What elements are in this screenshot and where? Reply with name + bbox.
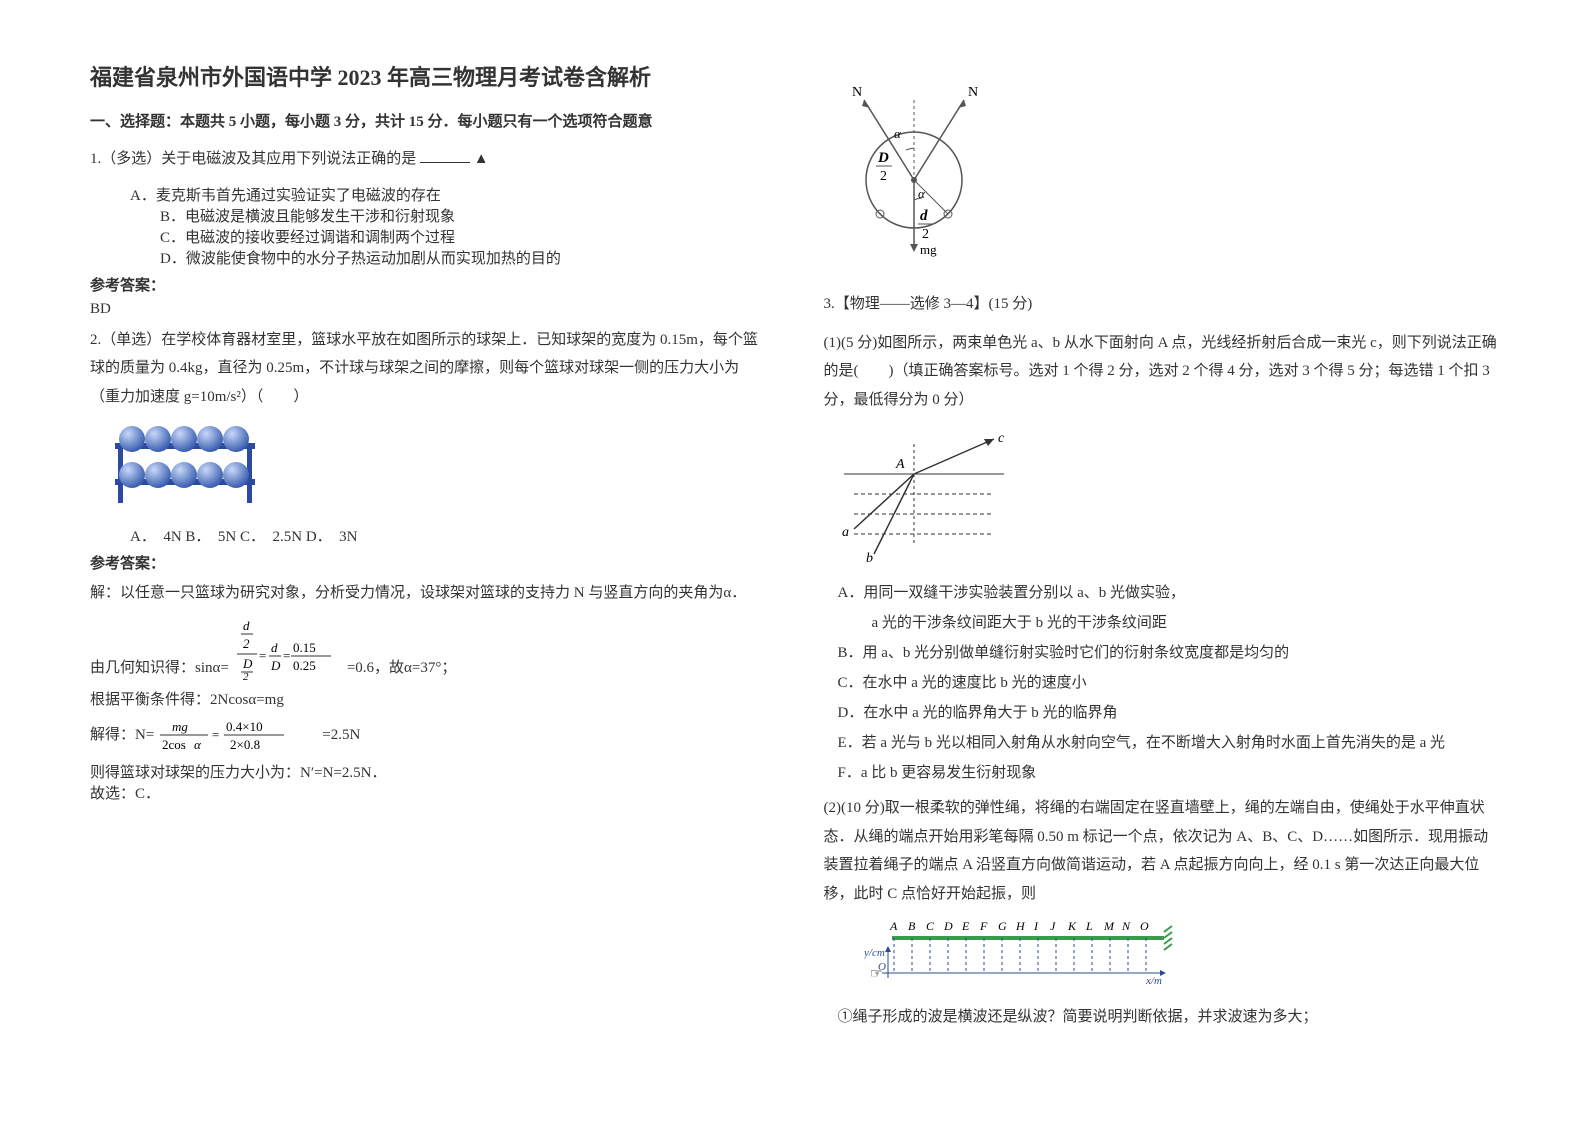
svg-text:O: O xyxy=(1140,919,1149,933)
question-1: 1.（多选）关于电磁波及其应用下列说法正确的是 ▲ xyxy=(90,145,764,174)
q2-options: A． 4N B． 5N C． 2.5N D． 3N xyxy=(90,525,764,546)
svg-text:F: F xyxy=(979,919,988,933)
svg-text:d: d xyxy=(243,618,250,633)
svg-text:2: 2 xyxy=(243,636,250,651)
svg-text:a: a xyxy=(842,525,849,540)
svg-text:b: b xyxy=(866,551,873,564)
svg-text:d: d xyxy=(271,640,278,655)
svg-text:α: α xyxy=(194,737,202,752)
blank-fill xyxy=(420,162,470,163)
svg-text:0.4×10: 0.4×10 xyxy=(226,719,263,734)
svg-text:☞: ☞ xyxy=(870,967,883,982)
q2-sol-6: 故选：C． xyxy=(90,782,764,803)
q3-opt-a2: a 光的干涉条纹间距大于 b 光的干涉条纹间距 xyxy=(838,608,1498,638)
q1-stem: 1.（多选）关于电磁波及其应用下列说法正确的是 xyxy=(90,151,416,167)
svg-text:=: = xyxy=(283,648,290,663)
question-3-head: 3.【物理——选修 3—4】(15 分) xyxy=(824,290,1498,319)
svg-text:N: N xyxy=(852,85,862,100)
answer-label-2: 参考答案： xyxy=(90,552,764,573)
svg-text:I: I xyxy=(1033,919,1039,933)
q1-opt-a: A．麦克斯韦首先通过实验证实了电磁波的存在 xyxy=(90,184,764,205)
svg-text:α: α xyxy=(894,126,902,141)
svg-text:A: A xyxy=(889,919,898,933)
svg-text:0.15: 0.15 xyxy=(293,640,316,655)
figure-force-diagram: N N α α D 2 d 2 mg xyxy=(824,70,1498,260)
q3-opt-f: F．a 比 b 更容易发生衍射现象 xyxy=(838,758,1498,788)
svg-text:G: G xyxy=(998,919,1007,933)
formula-sin: 由几何知识得：sinα= d 2 D 2 = d D = 0.15 0.25 =… xyxy=(90,618,764,680)
svg-text:=: = xyxy=(259,648,266,663)
figure-rope-wave: ABC DEF GHI JKL MNO xyxy=(864,918,1498,988)
q2-sol-1: 解：以任意一只篮球为研究对象，分析受力情况，设球架对篮球的支持力 N 与竖直方向… xyxy=(90,579,764,608)
q2-sol-3: 根据平衡条件得：2Ncosα=mg xyxy=(90,688,764,709)
q3-opt-d: D．在水中 a 光的临界角大于 b 光的临界角 xyxy=(838,698,1498,728)
triangle-mark: ▲ xyxy=(474,151,489,167)
q1-opt-d: D．微波能使食物中的水分子热运动加剧从而实现加热的目的 xyxy=(90,247,764,268)
svg-text:K: K xyxy=(1067,919,1077,933)
svg-text:mg: mg xyxy=(172,719,188,734)
svg-text:x/m: x/m xyxy=(1145,975,1162,987)
section-heading: 一、选择题：本题共 5 小题，每小题 3 分，共计 15 分．每小题只有一个选项… xyxy=(90,110,764,131)
svg-text:J: J xyxy=(1050,919,1056,933)
q1-opt-c: C．电磁波的接收要经过调谐和调制两个过程 xyxy=(90,226,764,247)
svg-text:D: D xyxy=(242,656,253,671)
figure-refraction: c A a b xyxy=(824,424,1498,564)
q1-answer: BD xyxy=(90,301,764,318)
q3-opt-c: C．在水中 a 光的速度比 b 光的速度小 xyxy=(838,668,1498,698)
svg-text:A: A xyxy=(895,457,905,472)
formula-n-prefix: 解得：N= xyxy=(90,723,154,747)
svg-text:D: D xyxy=(877,150,889,166)
q1-opt-b: B．电磁波是横波且能够发生干涉和衍射现象 xyxy=(90,205,764,226)
svg-text:H: H xyxy=(1015,919,1026,933)
answer-label: 参考答案： xyxy=(90,274,764,295)
q2-sol-5: 则得篮球对球架的压力大小为：N′=N=2.5N． xyxy=(90,761,764,782)
formula-prefix: 由几何知识得：sinα= xyxy=(90,656,229,680)
svg-text:2: 2 xyxy=(922,227,929,242)
q3-opt-e: E．若 a 光与 b 光以相同入射角从水射向空气，在不断增大入射角时水面上首先消… xyxy=(838,728,1498,758)
svg-text:M: M xyxy=(1103,919,1115,933)
svg-text:N: N xyxy=(1121,919,1131,933)
svg-text:mg: mg xyxy=(920,242,937,257)
svg-text:c: c xyxy=(998,431,1005,446)
svg-text:2×0.8: 2×0.8 xyxy=(230,737,260,752)
q3-part1: (1)(5 分)如图所示，两束单色光 a、b 从水下面射向 A 点，光线经折射后… xyxy=(824,329,1498,415)
svg-text:2: 2 xyxy=(880,169,887,184)
q3-sub1: ①绳子形成的波是横波还是纵波？简要说明判断依据，并求波速为多大； xyxy=(838,1002,1498,1032)
svg-text:d: d xyxy=(920,208,928,224)
q3-opt-a: A．用同一双缝干涉实验装置分别以 a、b 光做实验， xyxy=(838,578,1498,608)
svg-text:E: E xyxy=(961,919,970,933)
svg-text:0.25: 0.25 xyxy=(293,658,316,673)
svg-text:=: = xyxy=(212,727,219,742)
svg-text:B: B xyxy=(908,919,916,933)
svg-text:N: N xyxy=(968,85,978,100)
q3-opt-b: B．用 a、b 光分别做单缝衍射实验时它们的衍射条纹宽度都是均匀的 xyxy=(838,638,1498,668)
q3-part2: (2)(10 分)取一根柔软的弹性绳，将绳的右端固定在竖直墙壁上，绳的左端自由，… xyxy=(824,794,1498,908)
figure-ball-rack xyxy=(110,421,764,511)
svg-text:L: L xyxy=(1085,919,1093,933)
formula-suffix: =0.6，故α=37°； xyxy=(347,656,457,680)
formula-n-suffix: =2.5N xyxy=(322,723,360,747)
question-2: 2.（单选）在学校体育器材室里，篮球水平放在如图所示的球架上．已知球架的宽度为 … xyxy=(90,326,764,412)
fraction-icon-2: mg 2cos α = 0.4×10 2×0.8 xyxy=(158,717,318,753)
svg-text:D: D xyxy=(270,658,281,673)
svg-text:2cos: 2cos xyxy=(162,737,186,752)
svg-text:2: 2 xyxy=(243,671,249,680)
svg-text:y/cm: y/cm xyxy=(864,947,885,959)
page-title: 福建省泉州市外国语中学 2023 年高三物理月考试卷含解析 xyxy=(90,60,764,92)
svg-text:D: D xyxy=(943,919,953,933)
fraction-icon: d 2 D 2 = d D = 0.15 0.25 xyxy=(233,618,343,680)
svg-text:C: C xyxy=(926,919,935,933)
formula-n: 解得：N= mg 2cos α = 0.4×10 2×0.8 =2.5N xyxy=(90,717,764,753)
